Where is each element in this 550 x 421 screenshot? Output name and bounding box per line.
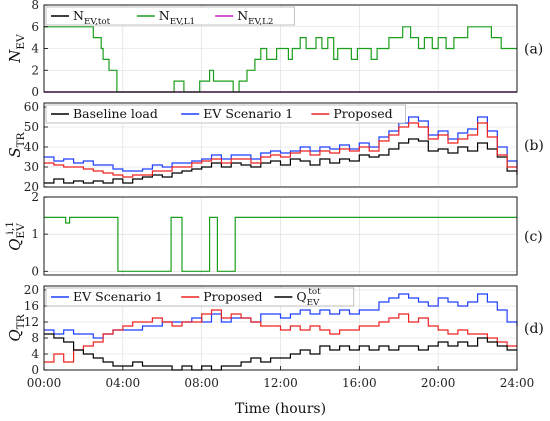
y-axis-label: STR — [6, 131, 27, 157]
y-tick-label: 4 — [31, 42, 39, 56]
legend: EV Scenario 1 Proposed QEVtot — [45, 287, 355, 308]
series-line-1 — [44, 116, 518, 172]
series-line-0 — [44, 216, 517, 272]
y-tick-label: 12 — [24, 315, 39, 329]
panel-tag: (a) — [524, 42, 543, 58]
y-tick-label: 4 — [31, 347, 39, 361]
y-tick-label: 0 — [31, 264, 39, 278]
x-tick-label: 04:00 — [106, 376, 141, 390]
legend-box — [45, 287, 355, 307]
y-tick-label: 50 — [24, 120, 39, 134]
axis-frame — [43, 196, 518, 276]
legend-label: QEVtot — [296, 287, 321, 308]
y-tick-label: 2 — [31, 63, 39, 77]
y-tick-label: 0 — [31, 363, 39, 377]
panel-tag: (c) — [524, 229, 543, 245]
x-axis-label: Time (hours) — [235, 401, 326, 417]
legend-label: NEV,tot — [73, 8, 111, 27]
axis-frame — [43, 102, 518, 188]
y-axis-label: QEVi,1 — [4, 221, 27, 251]
y-tick-label: 20 — [24, 180, 39, 194]
legend-label: Baseline load — [73, 106, 158, 121]
x-tick-label: 00:00 — [27, 376, 62, 390]
x-tick-label: 16:00 — [342, 376, 377, 390]
panel-d: 0 4 8 12 16 20 QTR (d) EV Scenario 1 Proposed QEVt… — [6, 283, 544, 377]
y-tick-label: 8 — [31, 0, 39, 12]
y-tick-label: 30 — [24, 160, 39, 174]
legend-box — [45, 104, 406, 124]
panel-tag: (d) — [524, 321, 544, 337]
series-line-0 — [44, 293, 518, 339]
legend: Baseline load EV Scenario 1 Proposed — [45, 104, 406, 124]
legend-label: EV Scenario 1 — [73, 289, 163, 304]
y-tick-label: 2 — [31, 190, 39, 204]
legend: NEV,tot NEV,L1 NEV,L2 — [45, 6, 295, 27]
legend-label: NEV,L2 — [237, 8, 273, 27]
series-line-2 — [44, 122, 518, 178]
panel-a: 0 2 4 6 8 NEV (a) NEV,tot NEV,L1 NEV,L2 — [6, 0, 543, 99]
legend-label: EV Scenario 1 — [203, 106, 293, 121]
x-tick-label: 12:00 — [263, 376, 298, 390]
panel-b: 20 30 40 50 60 STR (b) Baseline load EV Scenario… — [6, 100, 544, 194]
y-axis-label: QTR — [6, 313, 27, 341]
y-tick-label: 6 — [31, 20, 39, 34]
y-axis-label: NEV — [6, 34, 27, 64]
series-line-1 — [44, 26, 517, 93]
y-tick-label: 16 — [24, 299, 39, 313]
x-tick-label: 24:00 — [500, 376, 535, 390]
y-tick-label: 1 — [31, 227, 39, 241]
y-tick-label: 40 — [24, 140, 39, 154]
y-tick-label: 60 — [24, 100, 39, 114]
x-tick-label: 08:00 — [184, 376, 219, 390]
series-line-1 — [44, 309, 517, 363]
x-tick-label: 20:00 — [421, 376, 456, 390]
legend-label: NEV,L1 — [159, 8, 195, 27]
y-tick-label: 8 — [31, 331, 39, 345]
panel-c: 0 1 2 QEVi,1 (c) — [4, 190, 543, 278]
y-tick-label: 0 — [31, 85, 39, 99]
legend-box — [45, 6, 295, 26]
legend-label: Proposed — [333, 106, 392, 121]
legend-label: Proposed — [203, 289, 262, 304]
series-line-2 — [44, 333, 517, 371]
series-line-0 — [44, 138, 518, 184]
panel-tag: (b) — [524, 138, 544, 154]
y-tick-label: 20 — [24, 283, 39, 297]
